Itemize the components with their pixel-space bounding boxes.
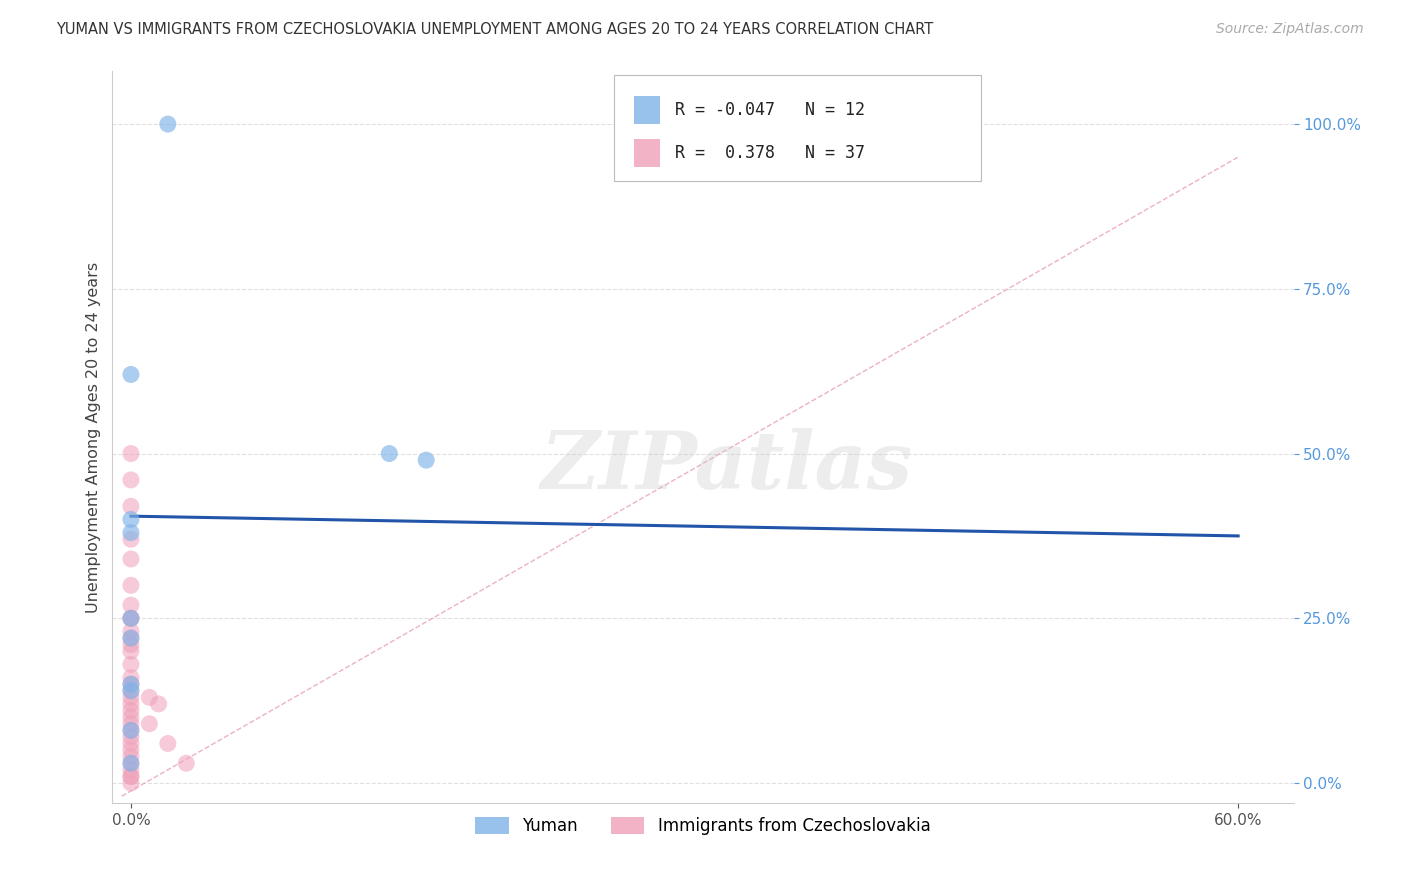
Bar bbox=[634, 139, 661, 167]
Point bbox=[156, 117, 179, 131]
Point bbox=[138, 716, 160, 731]
Point bbox=[174, 756, 197, 771]
Point bbox=[120, 644, 142, 658]
Legend: Yuman, Immigrants from Czechoslovakia: Yuman, Immigrants from Czechoslovakia bbox=[468, 811, 938, 842]
Point bbox=[138, 690, 160, 705]
Point bbox=[120, 671, 142, 685]
Point bbox=[120, 368, 142, 382]
Point bbox=[120, 690, 142, 705]
Point bbox=[120, 631, 142, 645]
Point bbox=[120, 683, 142, 698]
Point bbox=[120, 624, 142, 639]
Point bbox=[120, 716, 142, 731]
Point bbox=[156, 737, 179, 751]
Text: ZIPatlas: ZIPatlas bbox=[540, 427, 912, 505]
Y-axis label: Unemployment Among Ages 20 to 24 years: Unemployment Among Ages 20 to 24 years bbox=[86, 261, 101, 613]
Point bbox=[120, 756, 142, 771]
Point bbox=[120, 473, 142, 487]
Point bbox=[378, 446, 401, 460]
FancyBboxPatch shape bbox=[614, 75, 980, 181]
Point bbox=[120, 697, 142, 711]
Text: YUMAN VS IMMIGRANTS FROM CZECHOSLOVAKIA UNEMPLOYMENT AMONG AGES 20 TO 24 YEARS C: YUMAN VS IMMIGRANTS FROM CZECHOSLOVAKIA … bbox=[56, 22, 934, 37]
Point bbox=[120, 525, 142, 540]
Point bbox=[120, 769, 142, 783]
Point bbox=[120, 611, 142, 625]
Point bbox=[120, 552, 142, 566]
Point bbox=[415, 453, 437, 467]
Point bbox=[120, 749, 142, 764]
Text: Source: ZipAtlas.com: Source: ZipAtlas.com bbox=[1216, 22, 1364, 37]
Point bbox=[120, 730, 142, 744]
Point bbox=[120, 776, 142, 790]
Point bbox=[120, 769, 142, 783]
Point bbox=[120, 677, 142, 691]
Point bbox=[120, 657, 142, 672]
Point bbox=[120, 710, 142, 724]
Point bbox=[120, 500, 142, 514]
Point bbox=[120, 704, 142, 718]
Point bbox=[120, 763, 142, 777]
Point bbox=[120, 512, 142, 526]
Point bbox=[120, 578, 142, 592]
Point bbox=[120, 611, 142, 625]
Point bbox=[120, 611, 142, 625]
Point bbox=[120, 756, 142, 771]
Text: R =  0.378   N = 37: R = 0.378 N = 37 bbox=[675, 144, 865, 161]
Point bbox=[120, 677, 142, 691]
Point bbox=[148, 697, 170, 711]
Point bbox=[120, 638, 142, 652]
Point bbox=[120, 743, 142, 757]
Point bbox=[120, 723, 142, 738]
Point bbox=[120, 737, 142, 751]
Point bbox=[120, 598, 142, 612]
Point bbox=[120, 723, 142, 738]
Bar bbox=[634, 96, 661, 124]
Text: R = -0.047   N = 12: R = -0.047 N = 12 bbox=[675, 102, 865, 120]
Point bbox=[120, 631, 142, 645]
Point bbox=[120, 446, 142, 460]
Point bbox=[120, 683, 142, 698]
Point bbox=[120, 533, 142, 547]
